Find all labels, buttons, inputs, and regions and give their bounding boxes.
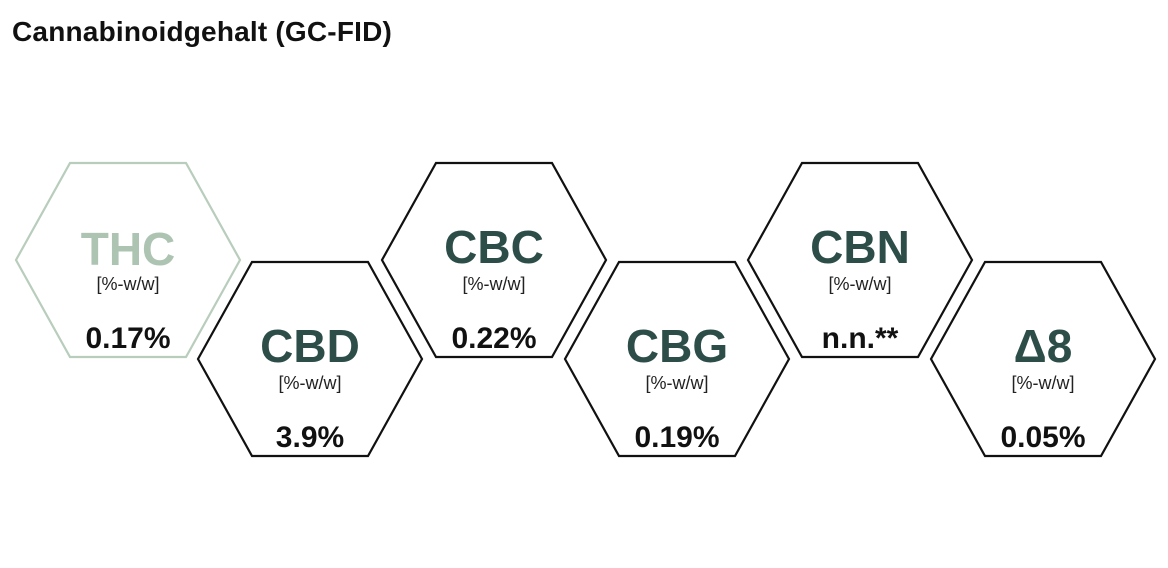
hexagon-thc: THC [%-w/w] 0.17% [14, 161, 242, 360]
cannabinoid-unit: [%-w/w] [278, 373, 342, 393]
cannabinoid-unit: [%-w/w] [1011, 373, 1075, 393]
cannabinoid-value: 0.17% [85, 322, 171, 355]
cannabinoid-unit: [%-w/w] [96, 274, 160, 294]
cannabinoid-unit: [%-w/w] [645, 373, 709, 393]
cannabinoid-name: Δ8 [1013, 320, 1073, 372]
cannabinoid-value: 0.19% [634, 421, 720, 454]
cannabinoid-value: n.n.** [821, 322, 899, 355]
cannabinoid-unit: [%-w/w] [462, 274, 526, 294]
hexagon-cbc: CBC [%-w/w] 0.22% [380, 161, 608, 360]
hexagon-outline [380, 161, 608, 359]
cannabinoid-value: 0.22% [451, 322, 537, 355]
hexagon-outline [929, 260, 1157, 458]
cannabinoid-unit: [%-w/w] [828, 274, 892, 294]
cannabinoid-name: CBG [625, 320, 729, 372]
cannabinoid-name: CBD [260, 320, 360, 372]
hexagon-outline [746, 161, 974, 359]
cannabinoid-name: CBN [810, 221, 910, 273]
hexagon-outline [563, 260, 791, 458]
hexagon-outline [14, 161, 242, 359]
cannabinoid-value: 0.05% [1000, 421, 1086, 454]
hexagon-cbg: CBG [%-w/w] 0.19% [563, 260, 791, 459]
cannabinoid-name: CBC [444, 221, 544, 273]
hexagon-delta8: Δ8 [%-w/w] 0.05% [929, 260, 1157, 459]
hexagon-cbn: CBN [%-w/w] n.n.** [746, 161, 974, 360]
page-title: Cannabinoidgehalt (GC-FID) [12, 16, 393, 47]
cannabinoid-value: 3.9% [275, 421, 345, 454]
hexagon-outline [196, 260, 424, 458]
hexagon-cbd: CBD [%-w/w] 3.9% [196, 260, 424, 459]
cannabinoid-name: THC [80, 223, 176, 275]
